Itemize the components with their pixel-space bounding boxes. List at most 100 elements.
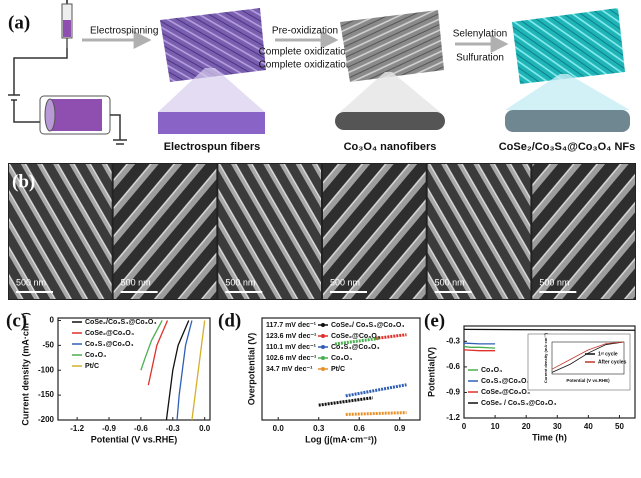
- data-line: [147, 320, 169, 386]
- x-tick-label: 20: [522, 422, 531, 431]
- data-line: [334, 336, 380, 346]
- product-label: CoSe₂/Co₃S₄@Co₃O₄ NFs: [499, 141, 636, 153]
- y-tick-label: 0: [50, 316, 55, 325]
- charts: -1.2 -0.9 -0.6 -0.3 0.0 0 -50 -100 -150 -200 Poten…: [6, 310, 636, 444]
- x-tick-label: 0.0: [273, 424, 285, 433]
- legend-label: Co₃S₄@Co₃O₄: [85, 341, 134, 348]
- nanofiber: [335, 112, 445, 130]
- sem-image: [532, 164, 635, 299]
- data-line: [551, 341, 625, 373]
- legend-label: 1ˢᵗ cycle: [598, 351, 618, 357]
- legend-label: Co₃O₄: [85, 352, 106, 359]
- syringe: [61, 0, 73, 48]
- plot-frame: [57, 317, 211, 421]
- legend-label: Co₃S₄@Co₃O₄: [481, 378, 530, 385]
- x-tick-label: -0.9: [102, 424, 116, 433]
- sem-image: [218, 164, 321, 299]
- step-label: Electrospinning: [90, 26, 158, 37]
- data-line: [463, 342, 496, 345]
- fiber-mat: [512, 8, 625, 84]
- legend-label: Pt/C: [331, 366, 345, 373]
- fiber-mat: [160, 8, 266, 82]
- step-label: Sulfuration: [456, 53, 504, 64]
- sem-image: [427, 164, 531, 299]
- legend-slope: 123.6 mV dec⁻¹: [266, 333, 317, 340]
- scale-bar-label: 500 nm: [16, 277, 46, 287]
- x-tick-label: 30: [553, 422, 562, 431]
- scale-bar-label: 500 nm: [330, 277, 360, 287]
- sem-image: [113, 164, 217, 299]
- x-axis-label: Potential (V vs.RHE): [566, 378, 610, 383]
- data-line: [463, 345, 496, 349]
- y-tick-label: -0.9: [446, 388, 460, 397]
- nanofiber: [505, 110, 630, 132]
- y-tick-label: -100: [38, 365, 55, 374]
- legend-slope: 102.6 mV dec⁻¹: [266, 355, 317, 362]
- legend-label: CoSe₂/ Co₃S₄@Co₃O₄: [331, 322, 405, 329]
- y-tick-label: -50: [42, 340, 54, 349]
- x-tick-label: 40: [584, 422, 593, 431]
- y-tick-label: -0.3: [446, 336, 460, 345]
- data-line: [318, 396, 373, 407]
- zoom-cone: [158, 68, 265, 112]
- legend-label: CoSe₂@Co₃O₄: [85, 330, 134, 337]
- legend-label: CoSe₂ / Co₃S₄@Co₃O₄: [481, 400, 557, 407]
- x-tick-label: 0.0: [199, 424, 211, 433]
- x-tick-label: 0.6: [354, 424, 366, 433]
- plot-frame: [261, 317, 421, 421]
- product-label: Electrospun fibers: [164, 141, 261, 153]
- y-tick-label: -200: [38, 415, 55, 424]
- step-label: Complete oxidization: [259, 60, 352, 71]
- panel-label: (b): [12, 171, 35, 192]
- data-line: [463, 349, 496, 352]
- scale-bar-label: 500 nm: [539, 277, 569, 287]
- legend-label: Co₃O₄: [331, 355, 352, 362]
- product-label: Co₃O₄ nanofibers: [344, 141, 437, 153]
- legend-slope: 34.7 mV dec⁻¹: [266, 366, 313, 373]
- legend-label: CoSe₂@Co₃O₄: [481, 389, 530, 396]
- plot-frame: [463, 325, 636, 419]
- data-line: [176, 320, 193, 421]
- x-tick-label: -0.6: [134, 424, 148, 433]
- x-axis-label: Log (j(mA·cm⁻²)): [305, 434, 377, 444]
- collector: [39, 95, 127, 145]
- panel-label: (d): [218, 310, 241, 331]
- x-axis-label: Time (h): [532, 432, 567, 442]
- y-tick-label: -1.2: [446, 413, 460, 422]
- panel-label: (c): [6, 310, 27, 331]
- step-label: Selenylation: [453, 29, 507, 40]
- x-tick-label: 50: [615, 422, 624, 431]
- x-tick-label: 0: [462, 422, 467, 431]
- sem-strip: [8, 163, 636, 300]
- sem-image: [9, 164, 112, 299]
- legend-label: After cycles: [598, 359, 627, 365]
- legend-label: CoSe₂@Co₃O₄: [331, 333, 380, 340]
- panel-label: (e): [424, 310, 445, 331]
- legend-slope: 110.1 mV dec⁻¹: [266, 344, 317, 351]
- fiber-mat: [340, 10, 444, 82]
- plot-frame: [551, 341, 625, 375]
- scale-bar-label: 500 nm: [121, 277, 151, 287]
- step-label: Complete oxidization: [259, 47, 352, 58]
- x-tick-label: -0.3: [166, 424, 180, 433]
- panel-b: 500 nm 500 nm 500 nm 500 nm 500 nm 500 nm (b): [8, 163, 636, 300]
- data-line: [345, 411, 407, 416]
- fiber-sheet: [158, 112, 265, 134]
- data-line: [345, 383, 407, 398]
- data-line: [551, 341, 625, 370]
- x-tick-label: -1.2: [70, 424, 84, 433]
- scale-bar-label: 500 nm: [435, 277, 465, 287]
- legend-slope: 117.7 mV dec⁻¹: [266, 322, 317, 329]
- y-axis-label: Overpotential (V): [246, 333, 256, 406]
- data-line: [375, 333, 407, 340]
- panel-label: (a): [8, 12, 30, 33]
- y-tick-label: -150: [38, 390, 55, 399]
- legend-label: Co₃O₄: [481, 367, 502, 374]
- y-axis-label: Current density (mA·cm⁻²): [20, 312, 30, 425]
- x-tick-label: 0.9: [394, 424, 406, 433]
- legend-label: Co₃S₄@Co₃O₄: [331, 344, 380, 351]
- data-line: [463, 328, 636, 331]
- circuit-wire: [8, 48, 68, 123]
- step-label: Pre-oxidization: [272, 26, 338, 37]
